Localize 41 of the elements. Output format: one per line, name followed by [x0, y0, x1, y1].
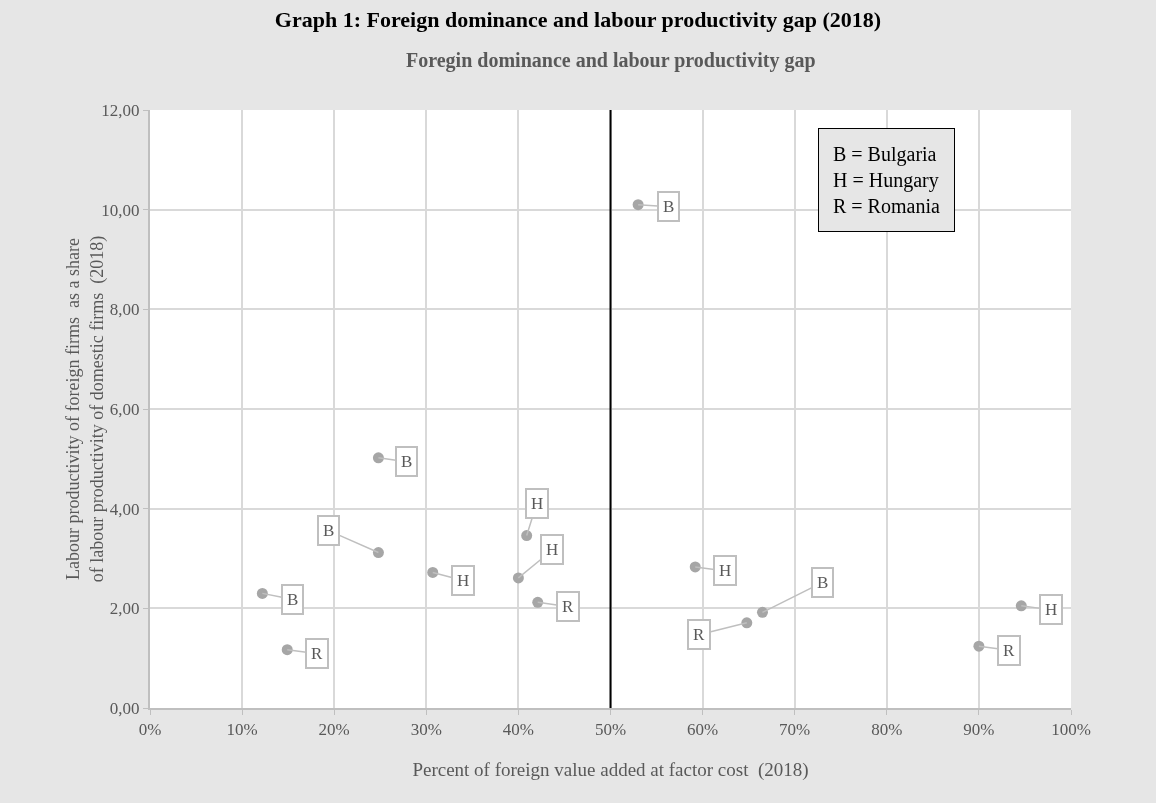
- annotation: B = Bulgaria H = Hungary R = Romania: [833, 143, 940, 217]
- annotation: R: [562, 597, 574, 616]
- y-tick-label: 6,00: [109, 399, 140, 419]
- x-tick-label: 70%: [779, 720, 811, 740]
- x-tick-label: 60%: [687, 720, 719, 740]
- annotation: H: [546, 540, 559, 559]
- y-tick-label: 0,00: [109, 698, 140, 718]
- annotation: B: [817, 573, 829, 592]
- annotation: R: [311, 644, 323, 663]
- x-tick-label: 40%: [502, 720, 534, 740]
- point: [532, 596, 544, 608]
- x-axis-title: Percent of foreign value added at factor cost (2018): [412, 759, 809, 781]
- x-tick-label: 90%: [963, 720, 995, 740]
- y-tick-label: 4,00: [109, 499, 140, 519]
- x-tick-label: 10%: [226, 720, 258, 740]
- annotation: B: [323, 521, 335, 540]
- x-tick-label: 100%: [1051, 720, 1091, 740]
- y-tick-label: 8,00: [109, 300, 140, 320]
- annotation: B: [401, 452, 413, 471]
- annotation: H: [1045, 600, 1058, 619]
- annotation: H: [531, 494, 544, 513]
- x-tick-label: 80%: [871, 720, 903, 740]
- point: [521, 530, 533, 542]
- x-tick-label: 30%: [410, 720, 442, 740]
- point: [372, 547, 384, 559]
- annotation: B: [663, 197, 675, 216]
- annotation: H: [719, 561, 732, 580]
- x-tick-label: 20%: [318, 720, 350, 740]
- y-tick-label: 2,00: [109, 599, 140, 619]
- chart-title: Graph 1: Foreign dominance and labour productivity gap (2018): [274, 7, 882, 33]
- y-tick-label: 10,00: [101, 200, 140, 220]
- annotation: R: [693, 625, 705, 644]
- chart-subtitle: Foregin dominance and labour productivity gap: [406, 49, 816, 72]
- x-tick-label: 0%: [138, 720, 162, 740]
- y-tick-label: 12,00: [101, 100, 140, 120]
- y-axis-title: Labour productivity of foreign firms as a share of labour productivity of domestic firms (2018): [63, 235, 108, 583]
- annotation: R: [1003, 641, 1015, 660]
- annotation: B: [287, 590, 299, 609]
- point: [427, 566, 439, 578]
- x-tick-label: 50%: [594, 720, 627, 740]
- annotation: H: [457, 571, 470, 590]
